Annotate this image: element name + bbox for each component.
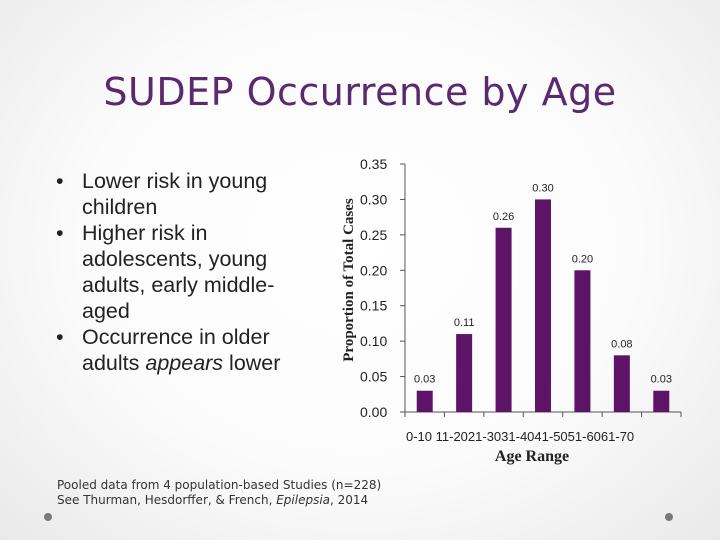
bar-layer: 0.03 0.11 0.26 0.30 0.20 0.08 0.03 (414, 182, 672, 412)
bar (535, 199, 551, 412)
footnote-line-2: See Thurman, Hesdorffer, & French, Epile… (57, 493, 381, 508)
bar (574, 270, 591, 412)
y-tick-label: 0.05 (360, 369, 387, 385)
bullet-text-part: Occurrence in older adults (82, 325, 270, 375)
data-label: 0.03 (414, 374, 435, 386)
y-tick-label: 0.20 (360, 262, 387, 278)
x-axis-label: Age Range (495, 448, 569, 465)
footnote-citation-suffix: , 2014 (330, 493, 369, 507)
data-label: 0.20 (572, 253, 593, 265)
bullet-dot-icon: • (56, 325, 64, 349)
bar (456, 334, 473, 412)
y-tick-label: 0.00 (360, 404, 387, 420)
data-label: 0.30 (532, 182, 553, 194)
y-tick-label: 0.10 (360, 333, 387, 349)
x-category-labels: 0-10 11-2021-3031-4041-5051-6061-70 (406, 429, 634, 444)
bullet-item: • Lower risk in young children (52, 168, 312, 220)
corner-dot-icon (665, 513, 673, 521)
bullet-emphasis: appears (145, 351, 224, 375)
bullet-list: • Lower risk in young children • Higher ri… (52, 168, 312, 376)
footnote: Pooled data from 4 population-based Stud… (57, 478, 381, 508)
bullet-item: • Higher risk in adolescents, young adult… (52, 220, 312, 324)
bullet-dot-icon: • (56, 221, 64, 245)
bar (495, 227, 512, 412)
data-label: 0.03 (651, 374, 672, 386)
slide-title: SUDEP Occurrence by Age (103, 70, 617, 114)
bar (653, 390, 670, 412)
bullet-text-part: lower (223, 351, 281, 375)
y-tick-label: 0.30 (360, 191, 387, 207)
y-tick-layer: 0.00 0.05 0.10 0.15 0.20 0.25 0.30 0.35 (360, 156, 405, 420)
y-tick-label: 0.35 (360, 156, 387, 172)
y-tick-label: 0.25 (360, 227, 387, 243)
footnote-journal: Epilepsia (276, 493, 331, 507)
footnote-line-1: Pooled data from 4 population-based Stud… (57, 478, 382, 492)
corner-dot-icon (44, 513, 52, 521)
bullet-item: • Occurrence in older adults appears lowe… (52, 324, 312, 376)
data-label: 0.11 (454, 317, 475, 329)
bullet-text: Lower risk in young children (82, 169, 268, 219)
data-label: 0.26 (493, 211, 514, 223)
bar (613, 355, 630, 412)
bullet-dot-icon: • (56, 169, 64, 193)
x-tick-layer (404, 412, 682, 417)
footnote-citation-prefix: See Thurman, Hesdorffer, & French, (57, 493, 277, 507)
data-label: 0.08 (611, 338, 632, 350)
y-axis-label: Proportion of Total Cases (341, 198, 357, 362)
y-tick-label: 0.15 (360, 298, 387, 314)
bar (416, 390, 433, 412)
bullet-text: Higher risk in adolescents, young adults… (82, 221, 275, 323)
